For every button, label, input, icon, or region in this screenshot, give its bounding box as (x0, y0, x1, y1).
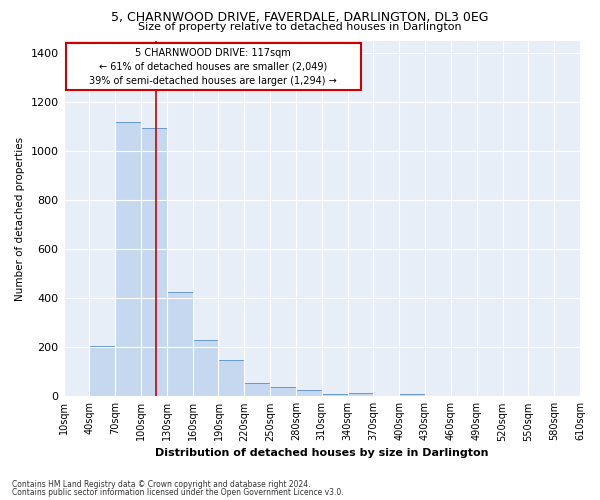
Bar (89, 346, 115, 397)
Text: 5 CHARNWOOD DRIVE: 117sqm
← 61% of detached houses are smaller (2,049)
39% of se: 5 CHARNWOOD DRIVE: 117sqm ← 61% of detac… (89, 48, 337, 86)
Text: 5, CHARNWOOD DRIVE, FAVERDALE, DARLINGTON, DL3 0EG: 5, CHARNWOOD DRIVE, FAVERDALE, DARLINGTO… (111, 11, 489, 24)
Bar (218, 360, 244, 397)
Bar (347, 392, 373, 396)
Bar (167, 292, 193, 397)
Bar (270, 387, 296, 396)
Text: Size of property relative to detached houses in Darlington: Size of property relative to detached ho… (138, 22, 462, 32)
Bar (296, 390, 322, 396)
Bar (141, 128, 167, 396)
Bar (115, 122, 141, 396)
Bar (399, 394, 425, 396)
Y-axis label: Number of detached properties: Number of detached properties (15, 136, 25, 300)
Bar (322, 394, 347, 396)
Bar (66, 44, 361, 90)
X-axis label: Distribution of detached houses by size in Darlington: Distribution of detached houses by size … (155, 448, 488, 458)
Text: Contains HM Land Registry data © Crown copyright and database right 2024.: Contains HM Land Registry data © Crown c… (12, 480, 311, 489)
Text: Contains public sector information licensed under the Open Government Licence v3: Contains public sector information licen… (12, 488, 344, 497)
Bar (244, 383, 270, 396)
Bar (193, 340, 218, 396)
